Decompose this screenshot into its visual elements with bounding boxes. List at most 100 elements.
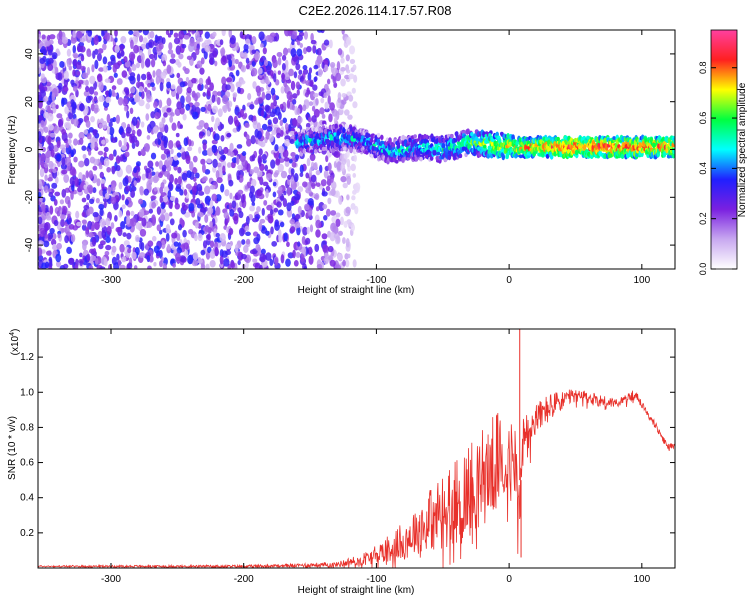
y-tick-label: -20: [24, 190, 35, 205]
heatmap-noise-cell: [338, 195, 343, 205]
heatmap-noise-cell: [145, 42, 150, 50]
heatmap-noise-cell: [346, 194, 350, 201]
heatmap-noise-cell: [341, 30, 345, 35]
heatmap-noise-cell: [94, 59, 99, 70]
heatmap-noise-cell: [113, 72, 118, 78]
heatmap-noise-cell: [55, 260, 61, 268]
heatmap-noise-cell: [61, 157, 66, 167]
heatmap-noise-cell: [142, 210, 150, 216]
heatmap-signal-cell: [490, 141, 495, 147]
heatmap-noise-cell: [248, 191, 254, 199]
heatmap-noise-cell: [187, 254, 194, 265]
heatmap-noise-cell: [308, 67, 313, 74]
heatmap-noise-cell: [312, 44, 317, 54]
heatmap-noise-cell: [110, 222, 115, 230]
heatmap-noise-cell: [68, 132, 73, 139]
heatmap-noise-cell: [98, 243, 104, 250]
heatmap-noise-cell: [98, 95, 105, 103]
heatmap-noise-cell: [175, 252, 181, 262]
heatmap-noise-cell: [220, 135, 225, 142]
heatmap-noise-cell: [122, 177, 129, 187]
heatmap-noise-cell: [329, 259, 336, 267]
heatmap-noise-cell: [153, 245, 160, 254]
heatmap-noise-cell: [222, 105, 228, 114]
heatmap-signal-cell: [367, 133, 371, 138]
heatmap-noise-cell: [163, 148, 171, 155]
heatmap-noise-cell: [115, 165, 121, 172]
heatmap-noise-cell: [297, 205, 302, 214]
heatmap-noise-cell: [238, 227, 245, 237]
heatmap-noise-cell: [118, 210, 123, 218]
heatmap-noise-cell: [126, 232, 132, 240]
heatmap-noise-cell: [143, 188, 149, 196]
heatmap-noise-cell: [246, 63, 250, 70]
heatmap-noise-cell: [345, 259, 350, 268]
heatmap-noise-cell: [103, 258, 108, 267]
heatmap-noise-cell: [61, 36, 69, 44]
heatmap-noise-cell: [114, 214, 118, 222]
heatmap-noise-cell: [166, 81, 172, 89]
heatmap-noise-cell: [250, 135, 256, 145]
heatmap-noise-cell: [298, 69, 303, 75]
heatmap-noise-cell: [40, 45, 46, 55]
heatmap-noise-cell: [144, 58, 151, 68]
heatmap-noise-cell: [83, 90, 90, 97]
heatmap-noise-cell: [156, 224, 162, 232]
heatmap-noise-cell: [316, 30, 323, 33]
heatmap-noise-cell: [38, 216, 43, 225]
heatmap-noise-cell: [191, 77, 197, 84]
heatmap-noise-cell: [209, 185, 216, 190]
heatmap-noise-cell: [330, 188, 336, 197]
heatmap-noise-cell: [97, 150, 104, 156]
heatmap-noise-cell: [294, 221, 301, 229]
heatmap-noise-cell: [352, 101, 358, 109]
heatmap-noise-cell: [38, 247, 43, 257]
heatmap-noise-cell: [183, 242, 189, 250]
heatmap-noise-cell: [273, 73, 277, 83]
heatmap-noise-cell: [244, 122, 250, 128]
heatmap-noise-cell: [175, 183, 182, 190]
heatmap-noise-cell: [146, 180, 152, 190]
heatmap-noise-cell: [86, 253, 91, 262]
heatmap-noise-cell: [202, 142, 207, 151]
heatmap-noise-cell: [182, 229, 187, 238]
heatmap-noise-cell: [157, 139, 161, 146]
heatmap-noise-cell: [85, 120, 91, 128]
heatmap-noise-cell: [56, 113, 63, 119]
heatmap-noise-cell: [118, 181, 123, 190]
heatmap-noise-cell: [274, 144, 279, 152]
colorbar-tick-label: 0.0: [698, 263, 708, 276]
heatmap-noise-cell: [316, 263, 323, 269]
heatmap-noise-cell: [150, 58, 156, 68]
heatmap-noise-cell: [133, 30, 139, 36]
heatmap-noise-cell: [279, 119, 284, 127]
heatmap-noise-cell: [229, 208, 235, 217]
heatmap-noise-cell: [299, 43, 303, 49]
heatmap-noise-cell: [47, 124, 55, 131]
heatmap-noise-cell: [316, 47, 322, 56]
heatmap-noise-cell: [284, 122, 289, 131]
heatmap-noise-cell: [70, 191, 74, 200]
heatmap-noise-cell: [57, 72, 63, 81]
heatmap-noise-cell: [170, 84, 176, 90]
heatmap-noise-cell: [271, 129, 277, 135]
heatmap-noise-cell: [278, 234, 283, 243]
heatmap-noise-cell: [179, 255, 186, 263]
heatmap-noise-cell: [150, 111, 156, 119]
heatmap-noise-cell: [90, 116, 95, 123]
heatmap-noise-cell: [304, 203, 310, 211]
heatmap-noise-cell: [112, 63, 118, 73]
heatmap-noise-cell: [117, 60, 123, 66]
heatmap-noise-cell: [256, 130, 263, 140]
heatmap-noise-cell: [320, 179, 327, 187]
heatmap-noise-cell: [185, 103, 191, 111]
heatmap-noise-cell: [216, 91, 222, 96]
heatmap-noise-cell: [235, 81, 242, 89]
heatmap-noise-cell: [196, 37, 204, 43]
heatmap-noise-cell: [79, 37, 86, 43]
heatmap-noise-cell: [72, 44, 77, 54]
heatmap-noise-cell: [72, 69, 76, 77]
heatmap-noise-cell: [293, 172, 299, 183]
heatmap-noise-cell: [342, 182, 348, 189]
heatmap-signal-cell: [415, 138, 420, 142]
